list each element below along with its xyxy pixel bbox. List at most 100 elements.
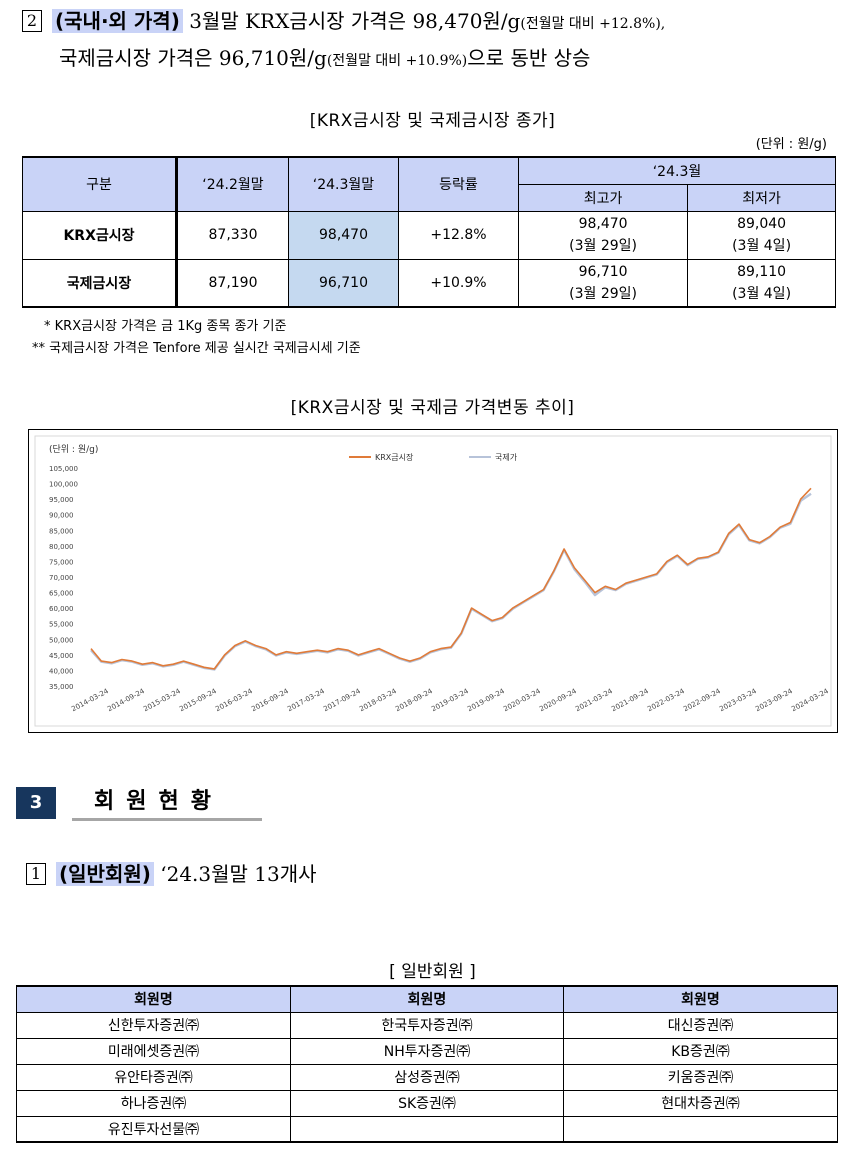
y-tick-label: 60,000: [49, 605, 74, 613]
krx-change-note: (전월말 대비 +12.8%),: [520, 16, 666, 32]
chart-plot-frame: [34, 435, 832, 727]
member-cell: KB증권㈜: [563, 1037, 838, 1065]
members-summary: 1 (일반회원) ‘24.3월말 13개사: [26, 858, 317, 887]
high-date: (3월 29일): [569, 238, 637, 254]
table-row: 유진투자선물㈜: [16, 1115, 838, 1143]
note-intl: ** 국제금시장 가격은 Tenfore 제공 실시간 국제금시세 기준: [32, 341, 361, 356]
header-change: 등락률: [398, 156, 519, 212]
x-tick-label: 2017-03-24: [286, 687, 326, 713]
series-line: [90, 487, 812, 670]
header-feb: ‘24.2월말: [176, 156, 289, 212]
row-name: KRX금시장: [22, 210, 178, 260]
summary-line-1: 2 (국내·외 가격) 3월말 KRX금시장 가격은 98,470원/g(전월말 …: [22, 4, 862, 41]
price-trend-chart: (단위 : 원/g) 105,000 100,000 95,000 90,000 85,0…: [28, 429, 838, 733]
row-high: 96,710 (3월 29일): [517, 258, 689, 308]
x-tick-label: 2022-09-24: [682, 687, 722, 713]
header-category: 구분: [22, 156, 178, 212]
chart-caption: [KRX금시장 및 국제금 가격변동 추이]: [290, 398, 575, 418]
low-value: 89,040: [737, 216, 787, 232]
both-rise-statement: 으로 동반 상승: [467, 46, 591, 70]
y-tick-label: 80,000: [49, 543, 74, 551]
x-tick-label: 2016-09-24: [250, 687, 290, 713]
table-row: KRX금시장 87,330 98,470 +12.8% 98,470 (3월 29…: [22, 210, 836, 260]
item-number-box: 2: [22, 10, 42, 32]
gold-price-summary: 2 (국내·외 가격) 3월말 KRX금시장 가격은 98,470원/g(전월말 …: [22, 4, 862, 78]
table-row: 유안타증권㈜ 삼성증권㈜ 키움증권㈜: [16, 1063, 838, 1091]
row-name: 국제금시장: [22, 258, 178, 308]
table-row: 국제금시장 87,190 96,710 +10.9% 96,710 (3월 29일…: [22, 258, 836, 308]
row-change: +12.8%: [398, 210, 519, 260]
row-feb: 87,330: [176, 210, 289, 260]
x-tick-label: 2016-03-24: [214, 687, 254, 713]
header-low: 최저가: [687, 183, 836, 212]
table-row: 신한투자증권㈜ 한국투자증권㈜ 대신증권㈜: [16, 1011, 838, 1039]
member-cell: 현대차증권㈜: [563, 1089, 838, 1117]
x-tick-label: 2021-09-24: [610, 687, 650, 713]
x-tick-label: 2020-09-24: [538, 687, 578, 713]
high-date: (3월 29일): [569, 285, 637, 302]
x-tick-label: 2022-03-24: [646, 687, 686, 713]
price-table: 구분 ‘24.2월말 ‘24.3월말 등락률 ‘24.3월 최고가 최저가 KR…: [22, 156, 836, 308]
table-row: 하나증권㈜ SK증권㈜ 현대차증권㈜: [16, 1089, 838, 1117]
chart-svg: (단위 : 원/g) 105,000 100,000 95,000 90,000 85,0…: [34, 435, 832, 727]
x-tick-label: 2019-03-24: [430, 687, 470, 713]
member-cell: [290, 1115, 564, 1143]
header-high: 최고가: [517, 183, 689, 212]
members-table: 회원명 회원명 회원명 신한투자증권㈜ 한국투자증권㈜ 대신증권㈜ 미래에셋증권㈜ N…: [16, 985, 838, 1143]
member-cell: 대신증권㈜: [563, 1011, 838, 1039]
row-mar: 96,710: [288, 258, 399, 308]
y-tick-label: 95,000: [49, 496, 74, 504]
member-cell: 미래에셋증권㈜: [16, 1037, 291, 1065]
members-table-caption: [ 일반회원 ]: [389, 962, 476, 982]
row-low: 89,110 (3월 4일): [687, 258, 836, 308]
low-value: 89,110: [737, 263, 787, 280]
summary-line-2: 국제금시장 가격은 96,710원/g(전월말 대비 +10.9%)으로 동반 …: [22, 41, 862, 78]
y-tick-label: 75,000: [49, 558, 74, 566]
y-tick-label: 35,000: [49, 683, 74, 691]
price-table-unit: (단위 : 원/g): [755, 137, 827, 152]
member-cell: 유진투자선물㈜: [16, 1115, 291, 1143]
header-mar: ‘24.3월말: [288, 156, 399, 212]
x-tick-label: 2018-09-24: [394, 687, 434, 713]
intl-price-statement: 국제금시장 가격은 96,710원/g: [59, 46, 327, 70]
series-line: [90, 492, 812, 671]
y-tick-label: 90,000: [49, 512, 74, 520]
low-date: (3월 4일): [732, 238, 792, 254]
x-tick-label: 2017-09-24: [322, 687, 362, 713]
member-cell: 삼성증권㈜: [290, 1063, 564, 1091]
member-cell: 한국투자증권㈜: [290, 1011, 564, 1039]
member-cell: 하나증권㈜: [16, 1089, 291, 1117]
x-tick-label: 2019-09-24: [466, 687, 506, 713]
x-tick-label: 2014-03-24: [70, 687, 110, 713]
x-tick-label: 2014-09-24: [106, 687, 146, 713]
legend-label: KRX금시장: [375, 452, 414, 462]
high-value: 98,470: [578, 216, 628, 232]
note-krx: * KRX금시장 가격은 금 1Kg 종목 종가 기준: [44, 319, 287, 334]
x-tick-label: 2021-03-24: [574, 687, 614, 713]
y-tick-label: 50,000: [49, 636, 74, 644]
member-cell: 신한투자증권㈜: [16, 1011, 291, 1039]
low-date: (3월 4일): [732, 285, 792, 302]
header-member-name: 회원명: [563, 985, 838, 1013]
section-title: 회원현황: [72, 787, 262, 821]
row-high: 98,470 (3월 29일): [517, 210, 689, 260]
item-number-box: 1: [26, 863, 46, 885]
section-number: 3: [16, 787, 56, 819]
x-tick-label: 2015-09-24: [178, 687, 218, 713]
table-row: 미래에셋증권㈜ NH투자증권㈜ KB증권㈜: [16, 1037, 838, 1065]
member-cell: 유안타증권㈜: [16, 1063, 291, 1091]
general-member-heading: (일반회원): [56, 862, 154, 886]
price-table-notes: * KRX금시장 가격은 금 1Kg 종목 종가 기준 ** 국제금시장 가격은…: [32, 316, 361, 360]
krx-price-statement: 3월말 KRX금시장 가격은 98,470원/g: [189, 9, 521, 33]
row-change: +10.9%: [398, 258, 519, 308]
member-count-text: ‘24.3월말 13개사: [160, 862, 317, 886]
y-tick-label: 40,000: [49, 667, 74, 675]
x-tick-label: 2020-03-24: [502, 687, 542, 713]
y-tick-label: 100,000: [49, 481, 78, 489]
y-tick-label: 85,000: [49, 527, 74, 535]
y-tick-label: 45,000: [49, 652, 74, 660]
y-tick-label: 70,000: [49, 574, 74, 582]
x-tick-label: 2024-03-24: [790, 687, 830, 713]
y-tick-label: 65,000: [49, 590, 74, 598]
y-tick-label: 55,000: [49, 621, 74, 629]
